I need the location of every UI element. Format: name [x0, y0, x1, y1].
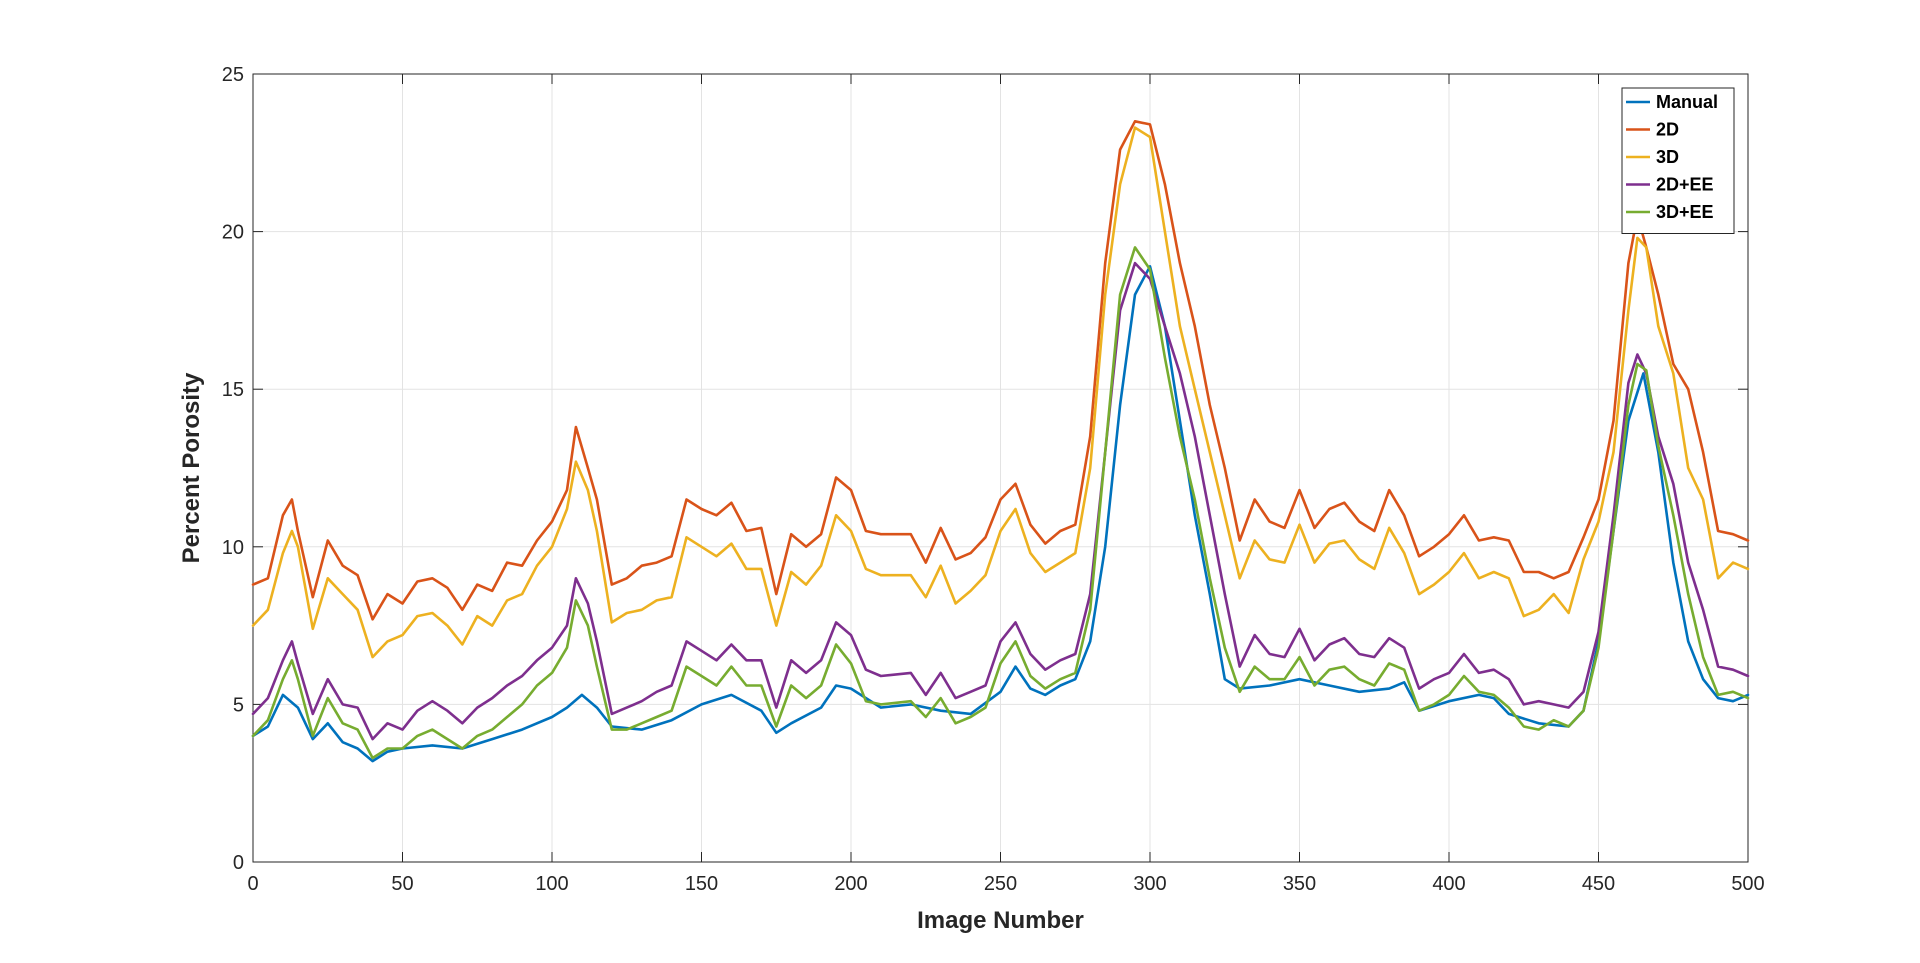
x-tick-label: 200	[834, 873, 867, 895]
legend-label-2d: 2D	[1656, 120, 1679, 140]
y-tick-label: 15	[222, 379, 244, 401]
x-axis-title: Image Number	[917, 907, 1084, 934]
legend-label-2d-ee: 2D+EE	[1656, 175, 1714, 195]
x-tick-label: 500	[1731, 873, 1764, 895]
legend-label-3d: 3D	[1656, 147, 1679, 167]
x-tick-label: 300	[1133, 873, 1166, 895]
series-lines	[251, 120, 1750, 763]
x-tick-label: 400	[1432, 873, 1465, 895]
y-tick-label: 10	[222, 537, 244, 559]
legend: Manual 2D 3D 2D+EE 3D+EE	[1621, 87, 1735, 234]
y-tick-label: 0	[233, 852, 244, 874]
x-tick-label: 100	[535, 873, 568, 895]
x-tick-label: 250	[984, 873, 1017, 895]
series-line-3d	[251, 126, 1750, 659]
x-tick-label: 350	[1283, 873, 1316, 895]
axis-ticks: 0 50 100 150 200 250 300 350 400 450 500 0 5 10 15 20 25	[222, 64, 1765, 895]
y-tick-label: 25	[222, 64, 244, 86]
legend-box	[1621, 87, 1735, 234]
y-axis-title: Percent Porosity	[178, 372, 205, 563]
legend-label-manual: Manual	[1656, 92, 1718, 112]
series-line-manual	[251, 265, 1750, 763]
x-tick-label: 450	[1582, 873, 1615, 895]
series-line-2d-ee	[251, 261, 1750, 741]
y-tick-label: 5	[233, 694, 244, 716]
x-tick-label: 50	[391, 873, 413, 895]
legend-label-3d-ee: 3D+EE	[1656, 202, 1714, 222]
y-tick-label: 20	[222, 222, 244, 244]
series-line-3d-ee	[251, 246, 1750, 760]
x-tick-label: 0	[247, 873, 258, 895]
series-line-2d	[251, 120, 1750, 621]
x-tick-label: 150	[685, 873, 718, 895]
